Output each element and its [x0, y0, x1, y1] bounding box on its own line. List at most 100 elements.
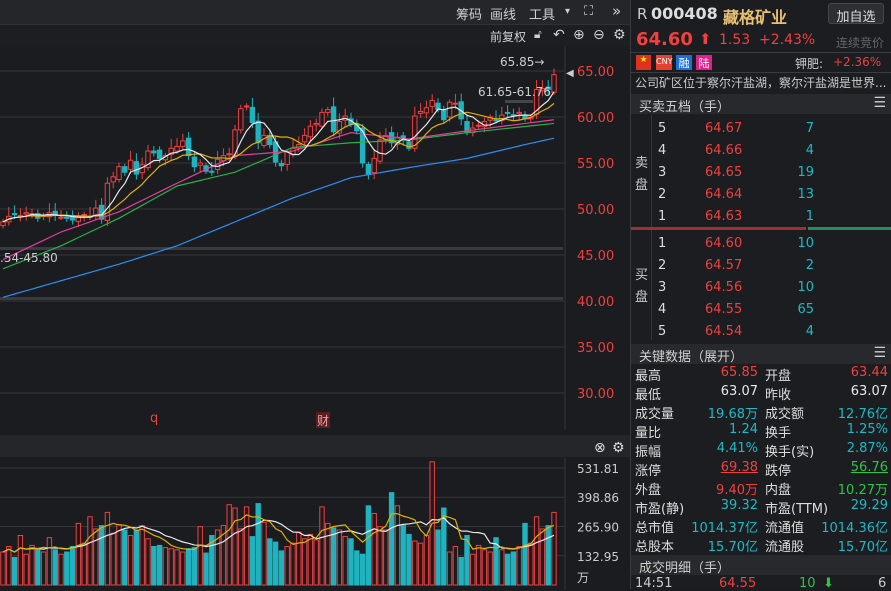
lock-icon[interactable]: 🔓︎ [534, 27, 542, 41]
event-marker-finance: 财 [317, 414, 329, 428]
buy-row[interactable]: 3 64.56 10 [631, 278, 891, 298]
sell-row[interactable]: 2 64.64 13 [631, 185, 891, 205]
volume-bar [417, 542, 424, 586]
volume-bar [441, 507, 447, 586]
bid-price: 64.55 [705, 302, 743, 317]
volume-bar [510, 551, 517, 586]
key-value: 15.70亿 [837, 540, 888, 555]
gear-icon[interactable]: ⚙ [613, 27, 626, 43]
volume-bar [261, 521, 267, 586]
sell-row[interactable]: 3 64.65 19 [631, 163, 891, 183]
zoom-in-icon[interactable]: ⊕ [573, 27, 585, 43]
candle-body [226, 153, 232, 156]
key-value: 12.76亿 [837, 407, 888, 422]
key-data-table: 最高 65.85 开盘 63.44 最低 63.07 昨收 63.07 成交量 19.68万 成交额… [631, 364, 891, 555]
volume-bar [464, 534, 470, 586]
volume-bar [371, 512, 377, 586]
volume-bar [400, 525, 406, 586]
candle-body [284, 151, 290, 165]
volume-bar [307, 533, 314, 586]
volume-bar [226, 504, 232, 586]
key-label: 外盘 [635, 483, 662, 498]
candle-body [127, 159, 134, 170]
volume-bar [151, 545, 157, 586]
chips-button[interactable]: 筹码 [456, 8, 483, 23]
volume-bar [301, 538, 308, 586]
price-tick-label: 50.00 [577, 203, 614, 218]
undo-icon[interactable]: ↶ [553, 27, 565, 43]
volume-bar [423, 534, 430, 586]
price-change: 1.53 [719, 32, 751, 48]
key-value: 1.25% [846, 422, 888, 437]
key-label: 流通值 [765, 521, 805, 536]
add-watchlist-button[interactable]: 加自选 [828, 3, 884, 25]
candle-body [307, 125, 314, 138]
expand-icon[interactable]: » [612, 2, 622, 20]
volume-bar [388, 492, 395, 586]
buy-row[interactable]: 2 64.57 2 [631, 256, 891, 276]
sell-row[interactable]: 5 64.67 7 [631, 119, 891, 139]
volume-bar [551, 511, 557, 586]
chevron-down-icon[interactable]: ▾ [565, 6, 571, 17]
volume-bar [162, 547, 169, 586]
bid-price: 64.57 [705, 258, 743, 273]
ma20-line [2, 119, 555, 261]
chart-toolbar: 筹码 画线 工具 ▾ ⛶ » [0, 0, 630, 25]
close-icon: ⊗ [594, 440, 606, 456]
candle-body [0, 221, 6, 227]
menu-icon[interactable]: ☰ [873, 95, 886, 111]
buy-row[interactable]: 4 64.55 65 [631, 300, 891, 320]
price-tick-label: 55.00 [577, 157, 614, 172]
key-value[interactable]: 69.38 [720, 460, 758, 475]
candle-body [365, 163, 372, 175]
volume-bar [11, 556, 18, 586]
zoom-out-icon[interactable]: ⊖ [593, 27, 605, 43]
trade-price: 64.55 [719, 576, 757, 591]
sell-row[interactable]: 4 64.66 4 [631, 141, 891, 161]
candle-body [475, 124, 482, 127]
candle-body [185, 137, 192, 157]
candle-body [417, 110, 424, 114]
sell-row[interactable]: 1 64.63 1 [631, 207, 891, 227]
draw-button[interactable]: 画线 [490, 8, 517, 23]
volume-bar [446, 551, 453, 586]
volume-bar [406, 533, 412, 586]
volume-bar [470, 553, 476, 586]
volume-bar [110, 532, 116, 586]
candle-body [330, 106, 337, 133]
adjust-mode-button[interactable]: 前复权 [490, 30, 527, 44]
volume-bar [394, 505, 401, 586]
candle-body [11, 213, 18, 216]
volume-bar [354, 550, 360, 586]
buy-row[interactable]: 1 64.60 10 [631, 234, 891, 254]
volume-bar [180, 551, 186, 586]
key-value: 1014.37亿 [691, 521, 758, 536]
volume-bar [116, 523, 122, 586]
menu-icon[interactable]: ☰ [873, 345, 886, 361]
ask-volume: 1 [805, 209, 814, 224]
candle-body [545, 86, 551, 90]
keydata-header[interactable]: 关键数据（展开） ☰ [631, 344, 891, 365]
market-prefix: R [637, 5, 648, 23]
candle-body [64, 216, 70, 219]
volume-bar [452, 545, 459, 586]
key-value[interactable]: 56.76 [850, 460, 888, 475]
ask-price: 64.65 [705, 165, 743, 180]
bid-volume: 10 [797, 280, 814, 295]
key-value: 2.87% [846, 441, 888, 456]
bid-volume: 65 [797, 302, 814, 317]
buy-row[interactable]: 5 64.54 4 [631, 322, 891, 342]
fullscreen-icon[interactable]: ⛶ [584, 4, 594, 19]
candle-body [145, 150, 151, 169]
tools-button[interactable]: 工具 [529, 8, 556, 23]
company-description[interactable]: 公司矿区位于察尔汗盐湖，察尔汗盐湖是世界... [635, 76, 887, 90]
candle-body [539, 87, 546, 92]
kline-chart[interactable]: 65.00 60.00 55.00 50.00 45.00 40.00 35.00 30.00… [0, 47, 630, 589]
key-label: 总市值 [635, 521, 675, 536]
volume-bar [267, 538, 273, 586]
ma60-line [2, 137, 555, 298]
key-label: 涨停 [635, 464, 662, 479]
volume-bar [46, 537, 53, 586]
sector-label[interactable]: 钾肥: [795, 57, 824, 71]
volume-bar [255, 503, 261, 586]
